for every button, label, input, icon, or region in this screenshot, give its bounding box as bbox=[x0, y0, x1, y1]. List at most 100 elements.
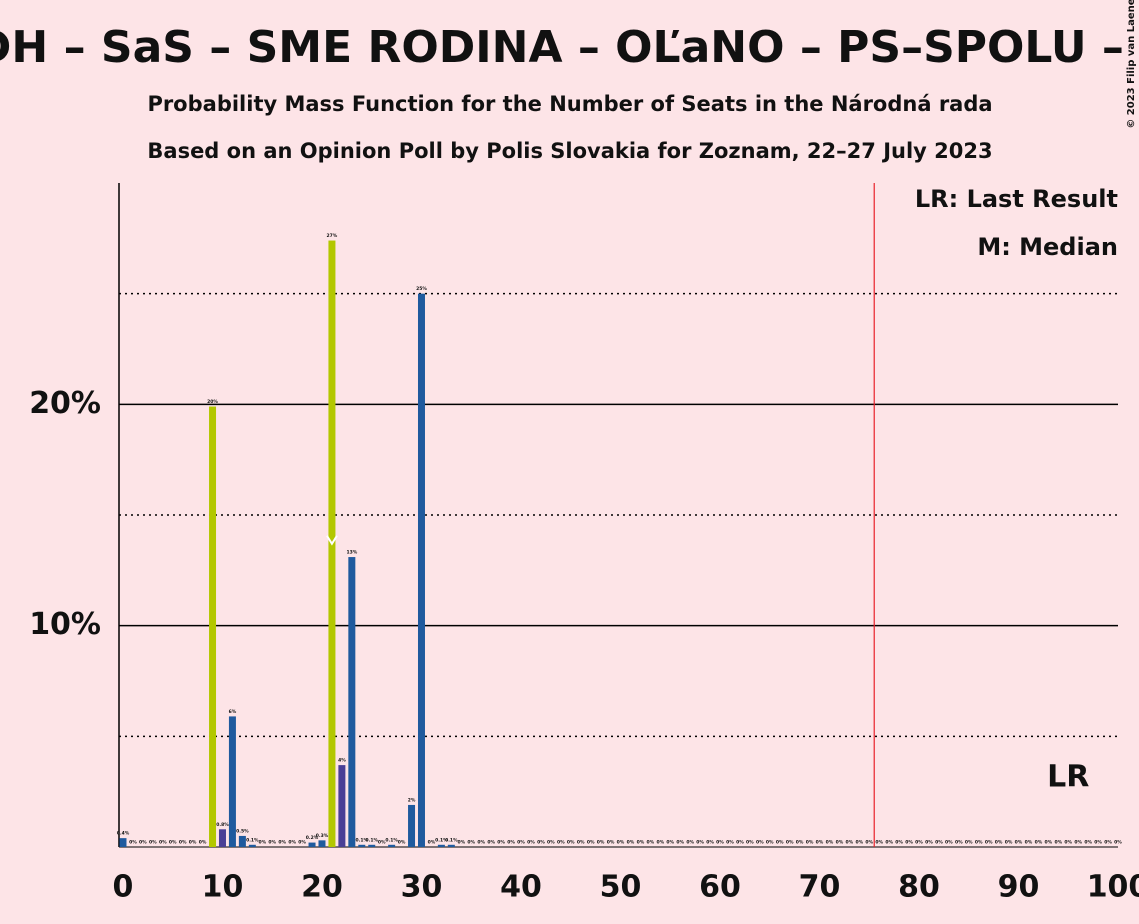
y-tick-label: 10% bbox=[29, 607, 101, 642]
x-tick-label: 30 bbox=[401, 870, 443, 905]
bar bbox=[248, 844, 256, 847]
value-label: 0% bbox=[875, 840, 883, 846]
bar bbox=[228, 716, 236, 847]
bar bbox=[348, 557, 356, 847]
value-label: 0% bbox=[736, 840, 744, 846]
value-label: 0% bbox=[885, 840, 893, 846]
bar bbox=[238, 835, 246, 847]
value-label: 0% bbox=[189, 840, 197, 846]
value-label: 0% bbox=[985, 840, 993, 846]
value-label: 0% bbox=[637, 840, 645, 846]
value-label: 0% bbox=[577, 840, 585, 846]
value-label: 0% bbox=[268, 840, 276, 846]
value-label: 2% bbox=[408, 797, 416, 803]
bar bbox=[338, 765, 346, 847]
value-label: 0% bbox=[786, 840, 794, 846]
value-label: 0.3% bbox=[316, 833, 329, 839]
chart-subtitle: Based on an Opinion Poll by Polis Slovak… bbox=[147, 139, 992, 163]
x-tick-label: 0 bbox=[113, 870, 134, 905]
value-label: 0% bbox=[527, 840, 535, 846]
value-label: 0.4% bbox=[117, 831, 130, 837]
value-label: 0% bbox=[806, 840, 814, 846]
value-label: 0% bbox=[169, 840, 177, 846]
value-label: 0% bbox=[925, 840, 933, 846]
value-label: 0% bbox=[676, 840, 684, 846]
value-label: 0% bbox=[656, 840, 664, 846]
value-label: 0.8% bbox=[216, 822, 229, 828]
value-label: 0% bbox=[607, 840, 615, 846]
value-label: 0.1% bbox=[445, 837, 458, 843]
value-label: 0% bbox=[199, 840, 207, 846]
value-label: 0.1% bbox=[385, 837, 398, 843]
value-label: 0% bbox=[537, 840, 545, 846]
value-label: 0% bbox=[1104, 840, 1112, 846]
value-label: 0% bbox=[557, 840, 565, 846]
value-label: 0% bbox=[547, 840, 555, 846]
value-label: 0% bbox=[1094, 840, 1102, 846]
bar bbox=[218, 829, 226, 847]
bar bbox=[417, 293, 425, 848]
value-label: 0% bbox=[776, 840, 784, 846]
bar bbox=[318, 840, 326, 847]
value-label: 0% bbox=[706, 840, 714, 846]
bar bbox=[408, 804, 416, 847]
x-tick-label: 100 bbox=[1087, 870, 1139, 905]
value-label: 0% bbox=[846, 840, 854, 846]
value-label: 4% bbox=[338, 758, 346, 764]
value-label: 0% bbox=[965, 840, 973, 846]
value-label: 0% bbox=[766, 840, 774, 846]
y-tick-label: 20% bbox=[29, 386, 101, 421]
value-label: 0% bbox=[517, 840, 525, 846]
value-label: 0% bbox=[278, 840, 286, 846]
value-label: 0.5% bbox=[236, 828, 249, 834]
x-tick-label: 80 bbox=[898, 870, 940, 905]
value-label: 0% bbox=[159, 840, 167, 846]
x-tick-label: 50 bbox=[600, 870, 642, 905]
value-label: 0% bbox=[1035, 840, 1043, 846]
value-label: 0% bbox=[149, 840, 157, 846]
bar bbox=[447, 844, 455, 847]
value-label: 0% bbox=[1114, 840, 1122, 846]
value-label: 0% bbox=[1084, 840, 1092, 846]
value-label: 0% bbox=[467, 840, 475, 846]
value-label: 0% bbox=[935, 840, 943, 846]
value-label: 0% bbox=[995, 840, 1003, 846]
value-label: 0% bbox=[816, 840, 824, 846]
value-label: 0.1% bbox=[365, 837, 378, 843]
value-label: 0% bbox=[915, 840, 923, 846]
value-label: 27% bbox=[327, 233, 338, 239]
bar bbox=[119, 838, 127, 847]
value-label: 0.1% bbox=[435, 837, 448, 843]
chart-title: KDH – SaS – SME RODINA – OĽaNO – PS–SPOL… bbox=[0, 22, 1139, 73]
value-label: 0% bbox=[1064, 840, 1072, 846]
value-label: 0% bbox=[378, 840, 386, 846]
value-label: 0% bbox=[507, 840, 515, 846]
value-label: 0% bbox=[457, 840, 465, 846]
x-tick-label: 90 bbox=[998, 870, 1040, 905]
value-label: 0% bbox=[826, 840, 834, 846]
value-label: 0% bbox=[398, 840, 406, 846]
median-marker bbox=[326, 535, 338, 546]
value-label: 0% bbox=[617, 840, 625, 846]
x-tick-label: 10 bbox=[202, 870, 244, 905]
bar bbox=[308, 842, 316, 847]
value-label: 0% bbox=[716, 840, 724, 846]
bar bbox=[368, 844, 376, 847]
value-label: 0.1% bbox=[356, 837, 369, 843]
bar bbox=[209, 406, 217, 847]
value-label: 0% bbox=[647, 840, 655, 846]
value-label: 0% bbox=[139, 840, 147, 846]
value-label: 0% bbox=[1025, 840, 1033, 846]
value-label: 0.1% bbox=[246, 837, 259, 843]
value-label: 0% bbox=[497, 840, 505, 846]
x-tick-label: 60 bbox=[699, 870, 741, 905]
value-label: 0% bbox=[428, 840, 436, 846]
value-label: 0% bbox=[1054, 840, 1062, 846]
value-label: 0% bbox=[696, 840, 704, 846]
value-label: 0% bbox=[836, 840, 844, 846]
value-label: 0% bbox=[477, 840, 485, 846]
x-tick-label: 20 bbox=[301, 870, 343, 905]
